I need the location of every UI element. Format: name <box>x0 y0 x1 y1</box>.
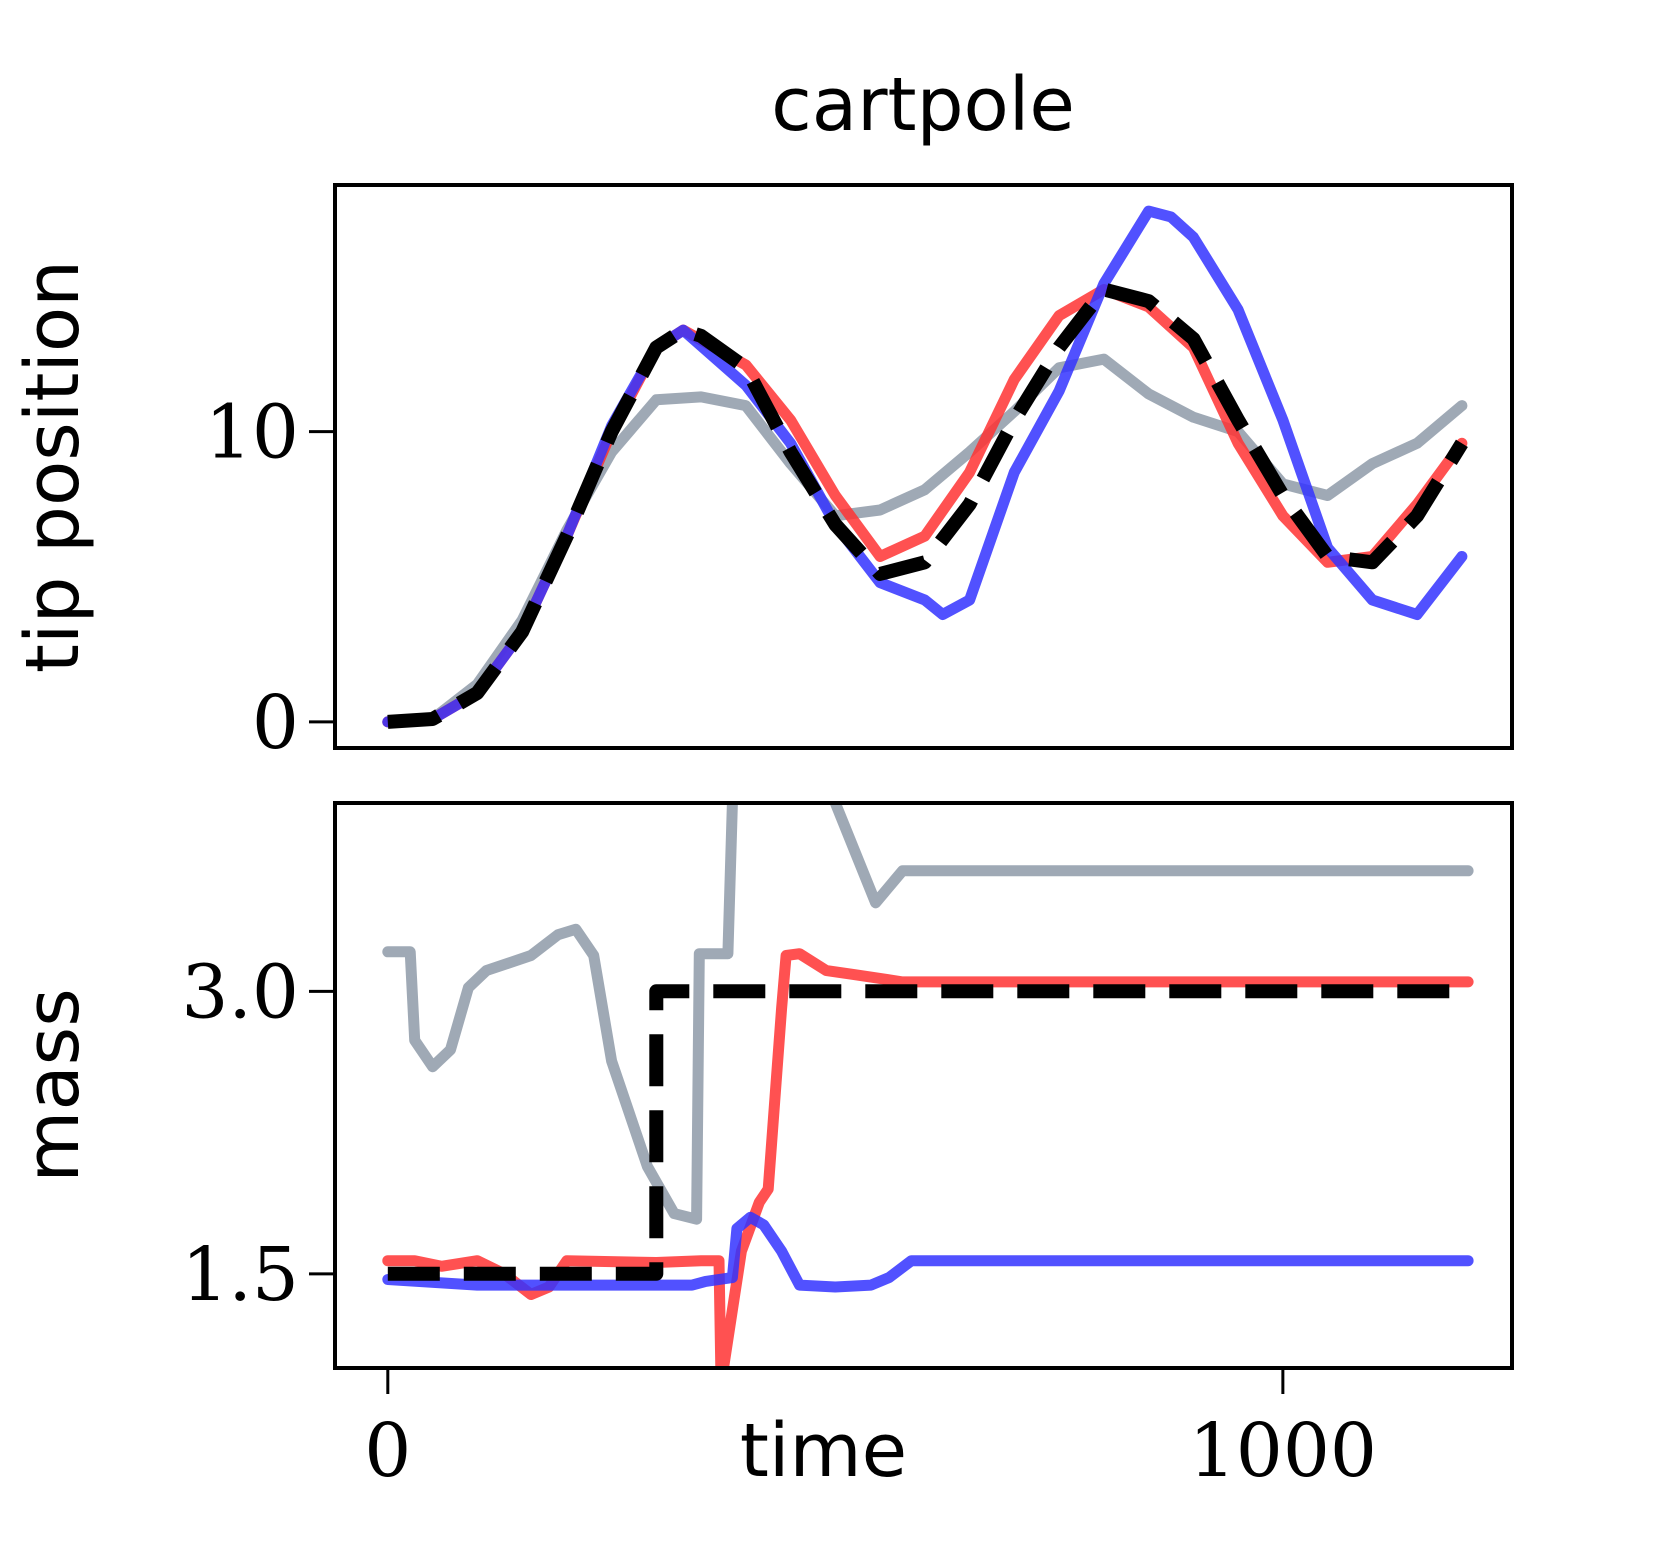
series-line <box>382 948 1474 1368</box>
x-tick-label: 1000 <box>1189 1408 1377 1494</box>
y-tick-label: 3.0 <box>181 949 299 1035</box>
y-tick-label: 0 <box>252 680 299 766</box>
series-line <box>382 803 1474 1225</box>
y-axis-label: mass <box>10 988 96 1183</box>
x-axis-label: time <box>740 1408 907 1494</box>
series-line <box>382 1211 1474 1293</box>
x-tick-label: 0 <box>364 1408 411 1494</box>
y-axis-label: tip position <box>10 260 96 673</box>
y-tick-label: 10 <box>205 390 299 476</box>
series-line <box>387 984 1469 1281</box>
plot-area <box>382 205 1468 729</box>
axes-frame <box>333 183 1514 750</box>
series-line <box>387 282 1468 729</box>
series-line <box>382 284 1468 728</box>
axes-frame <box>333 801 1514 1370</box>
y-tick-label: 1.5 <box>181 1232 299 1318</box>
series-line <box>382 205 1468 728</box>
plot-area <box>382 803 1474 1368</box>
chart-title: cartpole <box>771 62 1075 148</box>
